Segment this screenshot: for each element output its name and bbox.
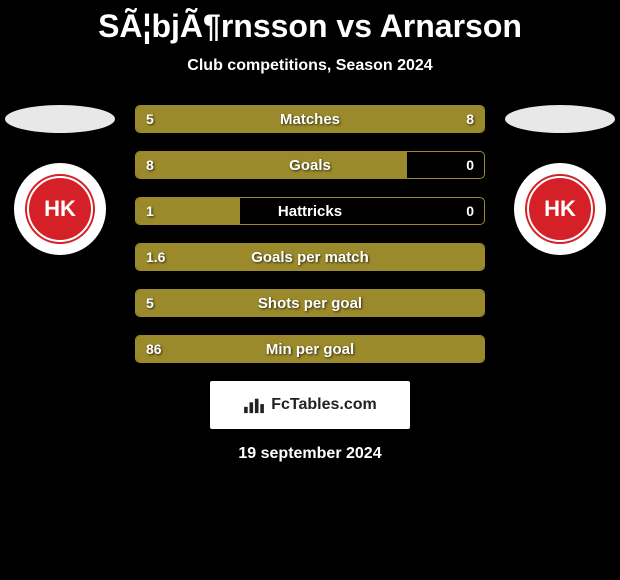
stat-bars: 58Matches 80Goals 10Hattricks 1.6Goals per …: [135, 105, 485, 363]
date: 19 september 2024: [0, 445, 620, 463]
stat-row: 58Matches: [135, 105, 485, 133]
stat-row: 5Shots per goal: [135, 289, 485, 317]
stat-label: Matches: [136, 111, 484, 128]
page-title: SÃ¦bjÃ¶rnsson vs Arnarson: [0, 0, 620, 45]
flag-left: [5, 105, 115, 133]
chart-icon: [243, 396, 265, 414]
subtitle: Club competitions, Season 2024: [0, 57, 620, 75]
player-right: HK: [500, 105, 620, 255]
club-logo-right: HK: [514, 163, 606, 255]
stat-row: 86Min per goal: [135, 335, 485, 363]
club-logo-left: HK: [14, 163, 106, 255]
stat-label: Goals: [136, 157, 484, 174]
stat-label: Hattricks: [136, 203, 484, 220]
player-left: HK: [0, 105, 120, 255]
comparison-content: HK HK 58Matches 80Goals 10Hattricks 1.6Goal…: [0, 105, 620, 363]
stat-label: Min per goal: [136, 341, 484, 358]
stat-label: Shots per goal: [136, 295, 484, 312]
flag-right: [505, 105, 615, 133]
club-text-right: HK: [525, 174, 595, 244]
club-text-left: HK: [25, 174, 95, 244]
stat-row: 80Goals: [135, 151, 485, 179]
footer-brand-text: FcTables.com: [271, 396, 377, 414]
stat-label: Goals per match: [136, 249, 484, 266]
stat-row: 10Hattricks: [135, 197, 485, 225]
stat-row: 1.6Goals per match: [135, 243, 485, 271]
footer-brand: FcTables.com: [210, 381, 410, 429]
